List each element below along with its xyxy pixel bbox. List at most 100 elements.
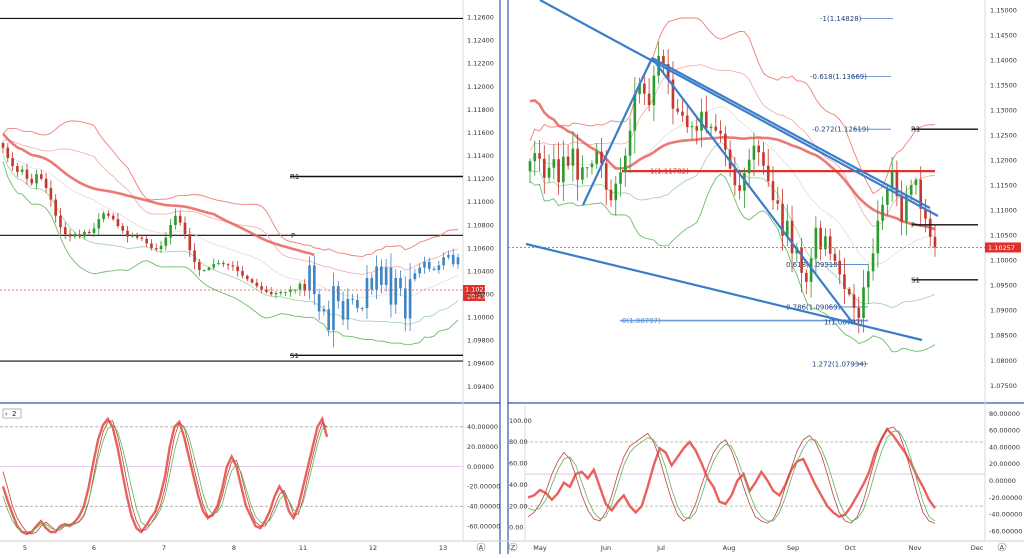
candle (437, 260, 441, 274)
candle (303, 279, 307, 296)
candle (145, 235, 149, 248)
candle (183, 216, 187, 240)
fib-extension-label: 1(1.08797) (824, 319, 863, 327)
left-oscillator-pane-label[interactable]: › 2 (2, 408, 22, 419)
candle (92, 222, 96, 237)
candle-body (805, 272, 808, 282)
price-scale-tick: 1.12500 (990, 131, 1017, 139)
candle-body (231, 265, 235, 267)
candle (447, 250, 450, 260)
left-auto-scale-button[interactable]: A (476, 542, 486, 552)
candle-body (447, 254, 450, 258)
oscillator-left-scale-tick: 0.00 (509, 524, 523, 532)
oscillator-scale-tick: -60.00000 (467, 522, 500, 530)
candle-body (375, 266, 378, 290)
candle-body (576, 148, 579, 180)
trendline-5 (651, 57, 931, 209)
price-scale-tick: 1.11400 (467, 152, 494, 160)
candle (217, 259, 220, 266)
candle (78, 229, 81, 239)
candle (403, 276, 407, 332)
oscillator-left-scale-tick: 100.00 (509, 417, 532, 425)
candle (809, 247, 813, 298)
price-scale-tick: 1.11500 (990, 182, 1017, 190)
candle (600, 137, 603, 179)
time-axis-tick: 5 (23, 544, 27, 552)
candle-body (857, 307, 861, 318)
candle (847, 287, 851, 297)
candle (714, 114, 718, 133)
candle (738, 171, 741, 200)
candle-body (221, 263, 225, 265)
candle (690, 121, 694, 140)
candle-body (351, 298, 354, 300)
price-scale-tick: 1.08000 (990, 357, 1017, 365)
candle (178, 210, 182, 226)
price-scale-tick: 1.13500 (990, 81, 1017, 89)
oscillator-series-3-line (2, 424, 328, 533)
candle (933, 224, 937, 257)
candle-body (566, 156, 570, 166)
candle-body (394, 278, 398, 305)
oscillator-left-scale-tick: 40.00 (509, 481, 528, 489)
price-tag-bg (985, 242, 1021, 253)
candle (193, 243, 196, 270)
time-axis-tick: Jul (656, 544, 665, 552)
candle (771, 166, 775, 210)
candle-body (900, 196, 903, 222)
candle-body (245, 275, 249, 280)
candle (375, 255, 378, 300)
candle (1, 141, 5, 154)
candle (866, 263, 870, 304)
candle (623, 148, 627, 187)
price-scale-tick: 1.09400 (467, 383, 494, 391)
candle-body (562, 156, 565, 183)
price-tag-bg (463, 285, 485, 302)
candle-body (73, 234, 77, 237)
candle (628, 118, 632, 174)
candle (116, 212, 120, 229)
candle (35, 169, 38, 190)
right-auto-scale-button[interactable]: A (997, 542, 1007, 552)
candle (724, 126, 727, 167)
candle (73, 231, 77, 239)
candle-body (643, 83, 646, 94)
candle (336, 280, 340, 309)
oscillator-right-scale-tick: -60.00000 (989, 527, 1022, 535)
candle-body (140, 237, 144, 239)
candle-body (776, 200, 780, 204)
price-scale-tick: 1.11000 (467, 198, 494, 206)
candle (308, 256, 311, 300)
candle-body (360, 308, 364, 310)
candle-body (738, 185, 741, 191)
candle-body (847, 288, 851, 295)
price-scale-tick: 1.11600 (467, 129, 494, 137)
candle-body (212, 264, 216, 268)
candle (781, 188, 784, 251)
candle (581, 155, 584, 185)
candle (332, 272, 335, 348)
price-scale-tick: 1.14000 (990, 56, 1017, 64)
time-axis-tick: 6 (92, 544, 96, 552)
candle (25, 163, 29, 185)
candle-body (838, 260, 842, 275)
right-zoom-button[interactable]: Z (508, 542, 518, 552)
candle-body (59, 215, 62, 228)
candle (790, 205, 794, 273)
candle (914, 177, 918, 195)
time-axis-tick: Jun (600, 544, 611, 552)
candle (785, 204, 789, 247)
oscillator-scale-tick: -40.00000 (467, 503, 500, 511)
candle (174, 208, 177, 230)
candle-body (571, 148, 575, 166)
candle (695, 118, 699, 145)
candle (68, 229, 72, 242)
fib-level: 0.786(1.09069) (786, 303, 868, 311)
left-price-pane (0, 0, 500, 400)
candle (289, 285, 292, 297)
candle (919, 166, 923, 227)
price-scale-tick: 1.10000 (990, 257, 1017, 265)
candle (547, 154, 551, 183)
candle-body (327, 309, 331, 330)
